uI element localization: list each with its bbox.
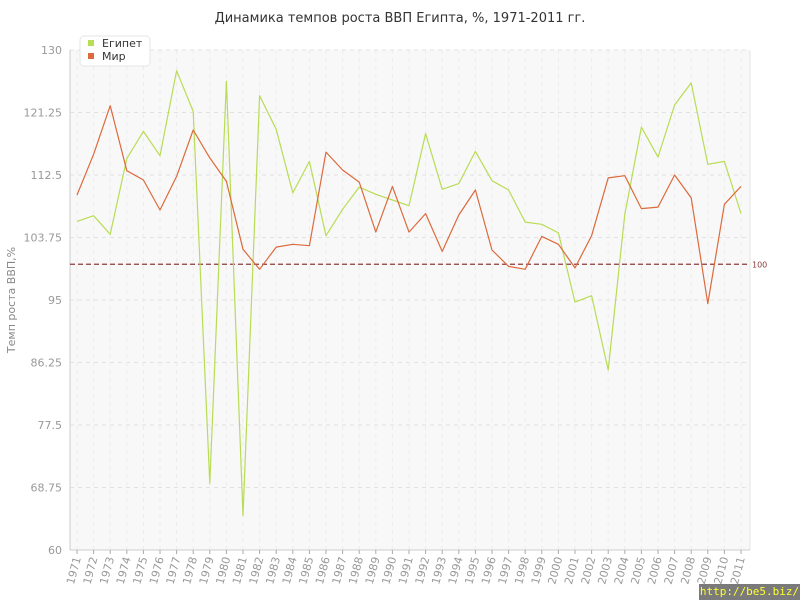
grid-lines: [70, 49, 750, 551]
series-line: [76, 105, 742, 305]
x-tick-label: 2011: [728, 555, 748, 585]
y-tick-label: 112.5: [31, 169, 63, 182]
y-tick-label: 77.5: [38, 419, 63, 432]
series-line: [76, 70, 742, 517]
y-tick-label: 103.75: [24, 232, 63, 245]
series-lines: [76, 70, 742, 517]
reference-line-label: 100: [752, 260, 767, 269]
y-tick-label: 130: [41, 44, 62, 57]
chart-title: Динамика темпов роста ВВП Египта, %, 197…: [215, 11, 586, 26]
legend-box: [79, 35, 151, 67]
legend-swatch: [88, 53, 94, 59]
y-axis-title: Темп роста ВВП,%: [5, 247, 18, 354]
legend-item-label[interactable]: Египет: [102, 37, 143, 50]
y-tick-labels: 60 68.75 77.5 86.25 95 103.75 112.5 121.25 130: [24, 44, 63, 557]
watermark: http://be5.biz/: [699, 584, 800, 600]
y-tick-label: 68.75: [31, 482, 63, 495]
y-tick-label: 121.25: [24, 107, 63, 120]
legend-item-label[interactable]: Мир: [102, 50, 126, 63]
y-tick-label: 95: [48, 294, 62, 307]
reference-line: 100: [70, 260, 767, 269]
x-tick-labels: 1971197219731974197519761977197819791980…: [64, 550, 748, 586]
y-tick-label: 86.25: [31, 357, 63, 370]
y-tick-label: 60: [48, 544, 62, 557]
axes: [69, 50, 751, 551]
legend-swatch: [88, 40, 94, 46]
